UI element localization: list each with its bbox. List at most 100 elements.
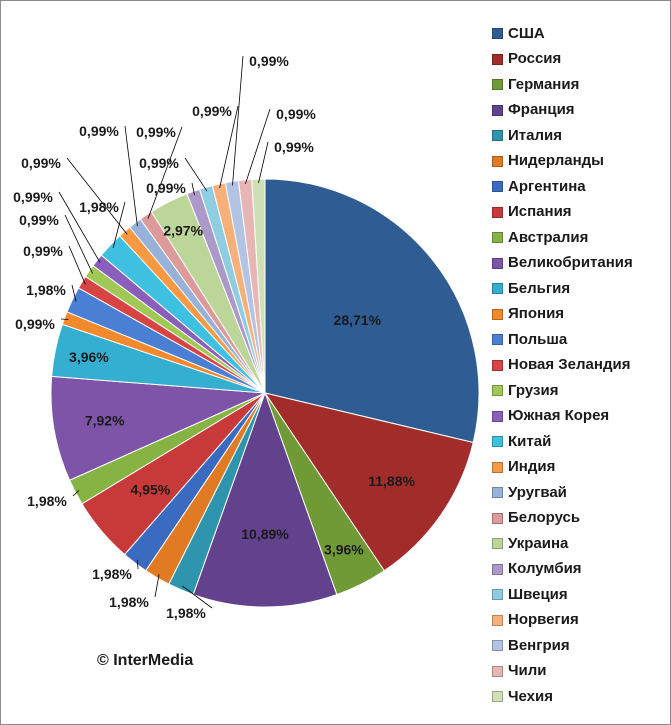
legend-item: Белорусь xyxy=(492,506,633,532)
leader-line-7 xyxy=(137,559,139,570)
leader-line-5 xyxy=(182,585,213,609)
legend-swatch xyxy=(492,206,503,218)
legend-item: Новая Зеландия xyxy=(492,353,633,379)
legend-item: Норвегия xyxy=(492,608,633,634)
slice-label-26: 0,99% xyxy=(276,106,316,122)
legend-swatch xyxy=(492,691,503,703)
pie-slice-1 xyxy=(264,178,480,444)
legend-swatch xyxy=(492,487,503,499)
leader-line-19 xyxy=(124,125,138,227)
legend-item: Италия xyxy=(492,123,633,149)
leader-line-22 xyxy=(191,182,195,196)
slice-label-8: 4,95% xyxy=(131,482,171,498)
legend-swatch xyxy=(492,257,503,269)
legend-label: Франция xyxy=(508,101,575,119)
legend-label: Норвегия xyxy=(508,611,579,629)
legend-swatch xyxy=(492,614,503,626)
slice-label-1: 28,71% xyxy=(334,312,382,328)
slice-label-2: 11,88% xyxy=(368,473,415,489)
legend-item: Колумбия xyxy=(492,557,633,583)
legend-item: Чили xyxy=(492,659,633,685)
legend-swatch xyxy=(492,461,503,473)
slice-label-11: 3,96% xyxy=(69,349,109,365)
legend-item: Испания xyxy=(492,200,633,226)
slice-label-6: 1,98% xyxy=(109,594,149,610)
legend-label: Германия xyxy=(508,75,580,93)
legend-item: Уругвай xyxy=(492,480,633,506)
legend-label: Грузия xyxy=(508,381,559,399)
legend-swatch xyxy=(492,359,503,371)
legend-item: Нидерланды xyxy=(492,149,633,175)
leader-line-15 xyxy=(64,214,93,274)
leader-line-27 xyxy=(258,141,269,184)
leader-line-24 xyxy=(219,105,239,189)
legend-label: Великобритания xyxy=(508,254,633,272)
legend-label: Южная Корея xyxy=(508,407,610,425)
slice-label-14: 0,99% xyxy=(23,243,63,259)
legend-swatch xyxy=(492,538,503,550)
leader-line-13 xyxy=(71,284,77,302)
legend-swatch xyxy=(492,665,503,677)
legend-swatch xyxy=(492,181,503,193)
legend: США Россия Германия Франция Италия Нидерланды… xyxy=(492,21,633,710)
legend-label: Бельгия xyxy=(508,279,571,297)
slice-label-4: 10,89% xyxy=(241,526,289,542)
legend-label: Новая Зеландия xyxy=(508,356,631,374)
leader-line-12 xyxy=(60,318,69,320)
legend-swatch xyxy=(492,79,503,91)
slice-label-24: 0,99% xyxy=(192,103,232,119)
legend-swatch xyxy=(492,589,503,601)
slice-label-10: 7,92% xyxy=(85,413,125,429)
slice-label-15: 0,99% xyxy=(19,212,59,228)
pie-slice-4 xyxy=(192,391,338,608)
legend-label: Белорусь xyxy=(508,509,581,527)
legend-item: Китай xyxy=(492,429,633,455)
slice-label-22: 0,99% xyxy=(146,180,186,196)
copyright-notice: © InterMedia xyxy=(97,652,194,669)
legend-swatch xyxy=(492,155,503,167)
legend-item: Австралия xyxy=(492,225,633,251)
slice-label-7: 1,98% xyxy=(92,566,132,582)
slice-label-23: 0,99% xyxy=(139,155,179,171)
leader-line-6 xyxy=(154,574,160,598)
legend-swatch xyxy=(492,640,503,652)
slice-label-21: 2,97% xyxy=(163,223,203,239)
legend-item: Индия xyxy=(492,455,633,481)
legend-label: Польша xyxy=(508,330,568,348)
legend-swatch xyxy=(492,232,503,244)
legend-swatch xyxy=(492,130,503,142)
pie-slice-2 xyxy=(263,392,474,572)
legend-label: Китай xyxy=(508,432,552,450)
legend-label: Колумбия xyxy=(508,560,582,578)
leader-line-25 xyxy=(232,55,244,186)
pie-slice-10 xyxy=(50,375,266,481)
legend-item: Грузия xyxy=(492,378,633,404)
legend-item: Франция xyxy=(492,98,633,124)
legend-swatch xyxy=(492,28,503,40)
legend-item: Швеция xyxy=(492,582,633,608)
slice-label-27: 0,99% xyxy=(274,139,314,155)
legend-swatch xyxy=(492,308,503,320)
legend-label: Австралия xyxy=(508,228,589,246)
leader-line-23 xyxy=(184,157,208,192)
legend-swatch xyxy=(492,334,503,346)
legend-label: Япония xyxy=(508,305,565,323)
legend-swatch xyxy=(492,436,503,448)
legend-label: Чехия xyxy=(508,687,553,705)
slice-label-12: 0,99% xyxy=(15,316,55,332)
legend-swatch xyxy=(492,512,503,524)
leader-line-26 xyxy=(245,108,271,185)
leader-line-14 xyxy=(68,245,86,285)
legend-label: Нидерланды xyxy=(508,152,604,170)
legend-swatch xyxy=(492,410,503,422)
slice-label-9: 1,98% xyxy=(27,493,67,509)
legend-label: Украина xyxy=(508,534,569,552)
legend-item: Россия xyxy=(492,47,633,73)
legend-item: Венгрия xyxy=(492,633,633,659)
legend-item: Япония xyxy=(492,302,633,328)
slice-label-18: 0,99% xyxy=(21,155,61,171)
legend-item: Германия xyxy=(492,72,633,98)
slice-label-13: 1,98% xyxy=(26,282,66,298)
